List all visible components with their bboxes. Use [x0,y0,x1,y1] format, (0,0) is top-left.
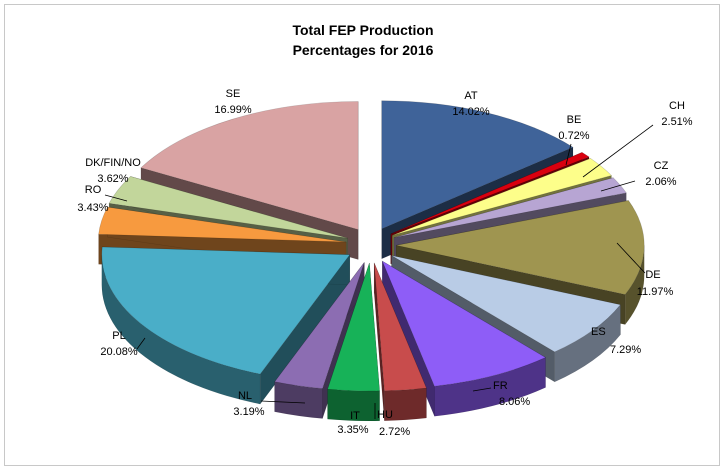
slice-name-nl: NL [238,390,252,402]
slice-top [391,255,621,353]
slice-name-dk-fin-no: DK/FIN/NO [85,157,141,169]
slice-value-de: 11.97% [637,286,674,298]
slice-value-ch: 2.51% [661,116,692,128]
slice-name-ro: RO [85,184,102,196]
leader-line-be [565,143,572,166]
slice-value-pl: 20.08% [100,346,138,358]
slice-top [108,176,348,239]
pie-slice-hu [373,262,427,422]
chart-title: Total FEP Production [292,22,433,38]
slice-top [381,260,547,387]
leader-line-ro [104,194,128,202]
slice-top [327,262,380,392]
slice-name-cz: CZ [654,160,669,172]
slice-value-fr: 8.06% [499,396,530,408]
leader-line-ch [582,124,654,178]
slice-name-be: BE [567,114,582,126]
slice-name-ch: CH [669,100,685,112]
slice-value-nl: 3.19% [233,406,264,418]
slice-value-it: 3.35% [337,424,368,436]
labels-layer: AT 14.02% BE 0.72% CH 2.51% CZ 2.06% DE 11.97% ES 7… [77,88,692,438]
slice-top [381,100,574,230]
slice-name-es: ES [591,326,606,338]
slice-value-be: 0.72% [558,130,589,142]
slice-top [392,158,613,236]
chart-frame: Total FEP Production Percentages for 201… [4,4,720,466]
leader-line-fr [472,387,492,392]
leader-line-de [616,242,646,274]
slice-name-it: IT [350,410,360,422]
slice-value-es: 7.29% [610,344,641,356]
slice-top [390,152,590,235]
slice-top [274,262,365,389]
slices-layer [98,100,645,422]
slice-name-fr: FR [493,380,508,392]
slice-value-hu: 2.72% [379,426,410,438]
chart-subtitle: Percentages for 2016 [293,42,434,58]
slice-wall [373,262,385,421]
slice-name-de: DE [645,269,660,281]
slice-top [98,206,347,243]
slice-value-se: 16.99% [214,104,252,116]
slice-name-at: AT [464,90,478,102]
slice-value-dk-fin-no: 3.62% [97,173,128,185]
slice-name-se: SE [226,88,241,100]
slice-value-ro: 3.43% [77,202,108,214]
slice-value-cz: 2.06% [645,176,676,188]
slice-value-at: 14.02% [452,106,490,118]
leader-line-cz [600,180,636,192]
slice-top [101,246,351,375]
pie-slice-it [327,262,380,422]
slice-top [373,262,427,392]
leader-line-nl [260,400,306,404]
slice-name-pl: PL [112,330,125,342]
slice-top [396,200,645,295]
slice-name-hu: HU [377,409,393,421]
slice-top [140,101,359,230]
pie-slice-pl [101,246,351,405]
pie-chart: Total FEP Production Percentages for 201… [77,22,692,438]
leader-line-pl [136,337,146,350]
